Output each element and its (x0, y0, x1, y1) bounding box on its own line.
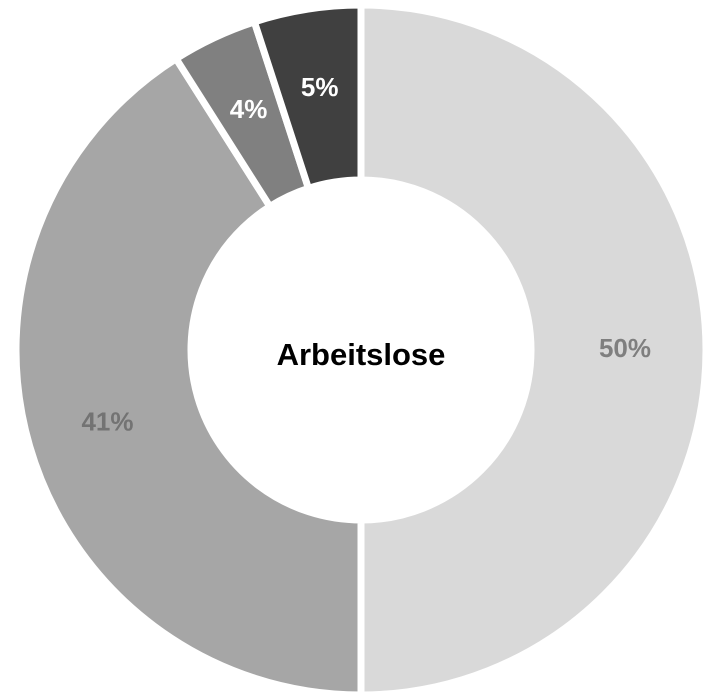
data-label: 50% (599, 333, 651, 363)
donut-slice (249, 1, 365, 193)
data-label: 5% (301, 72, 339, 102)
donut-slice (357, 1, 703, 696)
data-label: 41% (81, 407, 133, 437)
center-label: Arbeitslose (277, 337, 446, 372)
data-label: 4% (230, 94, 268, 124)
donut-slice (12, 53, 365, 696)
